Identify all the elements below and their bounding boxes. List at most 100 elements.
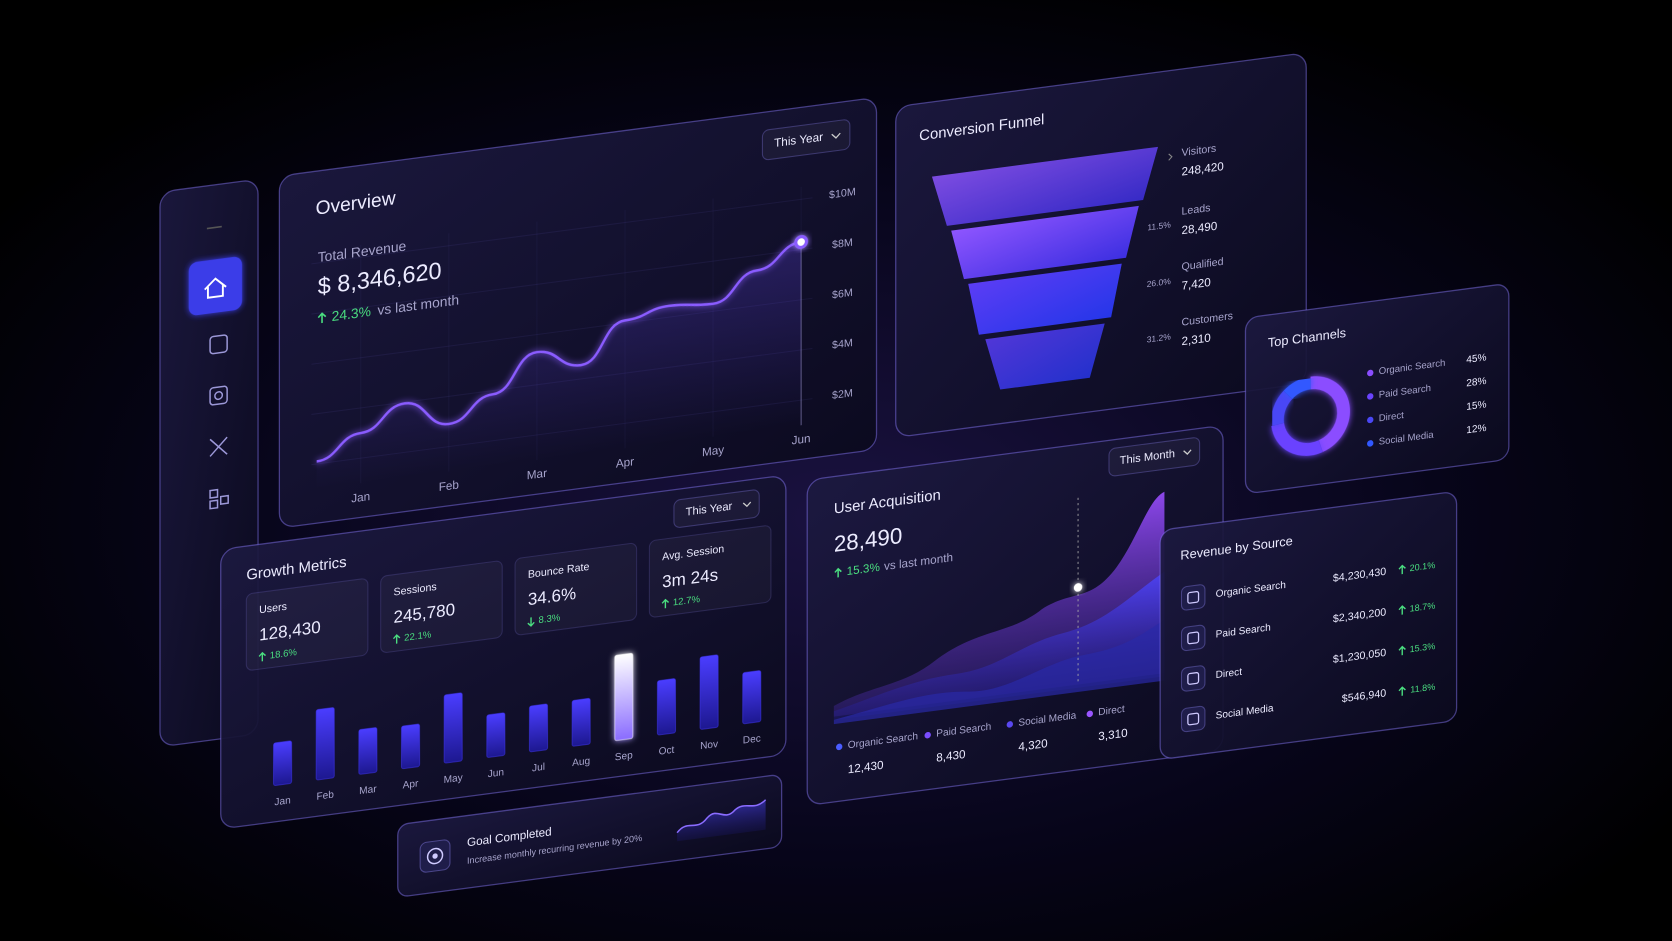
- legend-value: 4,320: [1018, 737, 1048, 754]
- stat-card: [380, 560, 503, 653]
- x-tick-label: Mar: [527, 467, 547, 483]
- acquisition-panel: User Acquisition This Month 28,490 15.3%…: [806, 426, 1224, 805]
- up-arrow: [1398, 645, 1406, 656]
- x-tick-label: Aug: [572, 756, 590, 769]
- legend-value: 12%: [1466, 423, 1486, 437]
- x-tick-label: Apr: [403, 778, 419, 791]
- x-tick-label: Apr: [616, 455, 634, 470]
- nav-icon[interactable]: [209, 385, 228, 406]
- donut-segment: [1283, 376, 1311, 400]
- x-tick-label: Jun: [488, 767, 504, 780]
- row-change: 15.3%: [1410, 641, 1436, 654]
- up-arrow: [392, 634, 401, 644]
- goal-icon: [426, 847, 444, 865]
- stat-change: 18.6%: [270, 647, 298, 662]
- line-area: [316, 242, 802, 490]
- bar: [571, 697, 591, 747]
- row-change: 20.1%: [1410, 560, 1436, 573]
- legend-dot: [924, 731, 931, 739]
- x-tick-label: Nov: [700, 739, 719, 752]
- legend-dot: [836, 743, 843, 751]
- row-icon: [1180, 624, 1206, 652]
- area-layer: [833, 619, 1165, 725]
- y-tick-label: $6M: [832, 287, 853, 302]
- stat-change: 12.7%: [673, 594, 701, 609]
- x-tick-label: Jan: [351, 490, 370, 505]
- row-icon: [1180, 584, 1206, 611]
- stat-label: Sessions: [393, 581, 436, 599]
- bar: [742, 670, 762, 725]
- period-label: This Year: [774, 131, 823, 150]
- bar: [614, 652, 634, 742]
- nav-icon[interactable]: [209, 436, 228, 457]
- legend-value: 45%: [1466, 352, 1486, 366]
- legend-value: 12,430: [848, 759, 884, 777]
- grid-line: [311, 197, 813, 265]
- up-arrow: [1398, 564, 1406, 575]
- x-tick-label: May: [444, 772, 464, 786]
- chevron: [831, 132, 841, 139]
- x-tick-label: Jan: [274, 795, 290, 808]
- legend-label: Direct: [1379, 410, 1404, 424]
- bar: [528, 703, 549, 753]
- row-icon-glyph: [1187, 712, 1200, 726]
- nav-home[interactable]: [188, 256, 243, 316]
- stat-card: [514, 542, 638, 636]
- home-icon: [204, 277, 227, 299]
- up-arrow: [661, 598, 670, 609]
- legend-dot: [1367, 440, 1374, 447]
- y-tick-label: $4M: [832, 337, 853, 352]
- up-arrow: [258, 651, 267, 662]
- grid-line: [311, 247, 813, 315]
- acquisition-change: 15.3%: [847, 561, 881, 578]
- nav-icon[interactable]: [209, 334, 228, 355]
- row-icon: [1180, 705, 1206, 733]
- period-dropdown[interactable]: [761, 119, 851, 161]
- funnel-layer: [985, 323, 1105, 390]
- goal-sparkline-area: [677, 799, 766, 842]
- stage-value: 2,310: [1181, 331, 1211, 348]
- up-arrow: [834, 567, 842, 578]
- funnel-layer: [951, 205, 1139, 280]
- row-change: 18.7%: [1410, 600, 1436, 613]
- x-tick-label: Oct: [659, 745, 675, 758]
- period-dropdown[interactable]: [673, 489, 760, 528]
- growth-panel: Growth Metrics This Year Users128,43018.…: [220, 476, 787, 828]
- row-name: Direct: [1216, 667, 1243, 681]
- revenue-source-bg: [1159, 492, 1458, 759]
- bar: [400, 723, 421, 770]
- overview-panel: Overview This Year Total Revenue $ 8,346…: [278, 98, 878, 527]
- y-tick-label: $2M: [832, 387, 853, 402]
- up-arrow: [1398, 605, 1406, 615]
- bar: [358, 727, 378, 775]
- goal-icon-center: [432, 853, 438, 859]
- bar: [315, 707, 335, 781]
- x-tick-label: Feb: [439, 478, 460, 494]
- stage-name: Leads: [1181, 202, 1210, 218]
- legend-value: 28%: [1466, 376, 1486, 390]
- row-icon: [1180, 665, 1206, 692]
- stat-card: [648, 525, 772, 618]
- stage-name: Qualified: [1181, 256, 1223, 273]
- row-amount: $546,940: [1342, 687, 1386, 705]
- x-tick-label: Feb: [317, 790, 335, 803]
- hover-dot: [1073, 583, 1083, 592]
- bar: [699, 654, 719, 730]
- row-change: 11.8%: [1410, 682, 1435, 695]
- legend-dot: [1367, 416, 1374, 424]
- funnel-layer: [931, 146, 1159, 226]
- x-tick-label: Dec: [743, 733, 761, 746]
- row-icon-glyph: [1187, 590, 1200, 604]
- stage-rate: 26.0%: [1147, 276, 1172, 289]
- nav-icon[interactable]: [209, 488, 229, 510]
- stage-value: 28,490: [1181, 220, 1217, 238]
- stat-change: 8.3%: [538, 612, 560, 626]
- stat-label: Users: [259, 601, 287, 617]
- stat-card: [245, 578, 369, 671]
- period-dropdown[interactable]: [1108, 437, 1201, 477]
- x-tick-label: Mar: [359, 784, 377, 797]
- row-icon-glyph: [1187, 672, 1200, 685]
- sidebar-handle: [206, 225, 222, 230]
